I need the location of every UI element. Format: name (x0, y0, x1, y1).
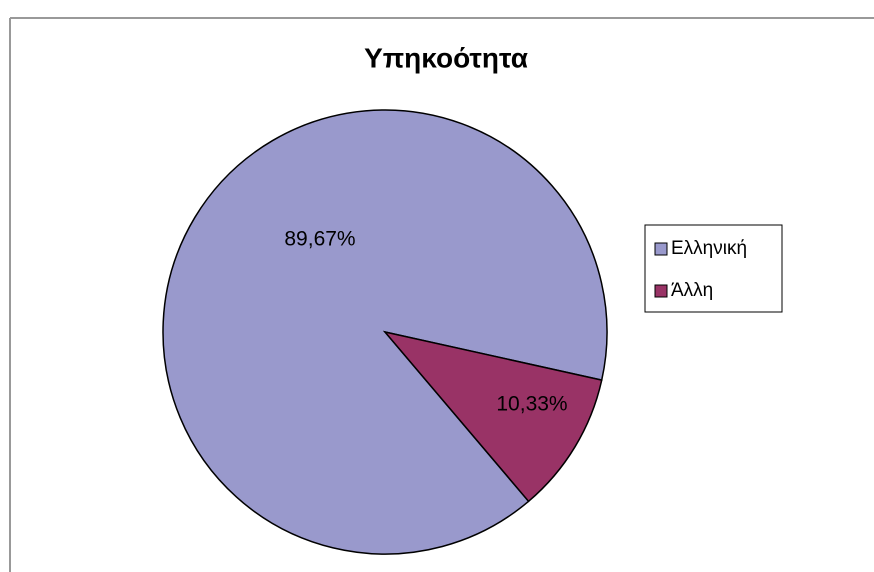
legend-label: Άλλη (671, 280, 713, 301)
chart-title: Υπηκοότητα (364, 42, 528, 73)
legend-swatch (654, 284, 668, 298)
legend-box (644, 224, 783, 313)
data-label: 10,33% (496, 393, 567, 416)
legend-swatch (654, 242, 668, 256)
pie-slice (382, 330, 603, 503)
legend-label: Ελληνική (671, 238, 747, 259)
data-label: 89,67% (284, 228, 355, 251)
